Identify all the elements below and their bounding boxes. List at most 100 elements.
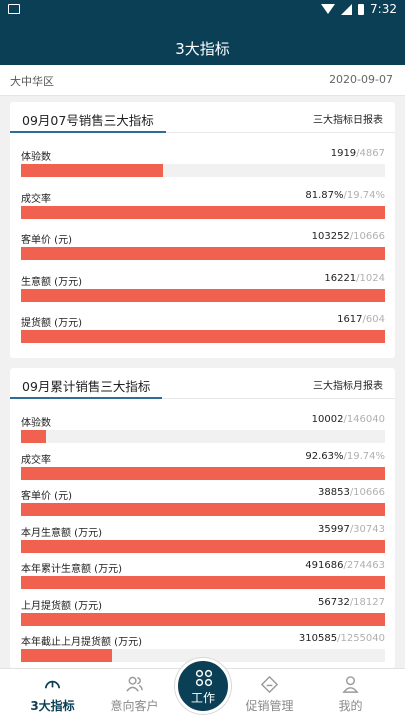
progress-track	[21, 503, 385, 516]
card-header: 09月07号销售三大指标 三大指标日报表	[10, 102, 395, 133]
metric-label: 体验数	[21, 418, 51, 429]
metric-value: 10002	[311, 414, 344, 425]
progress-fill	[21, 330, 385, 343]
speedometer-icon	[44, 680, 61, 689]
metric-values: 35997/30743	[318, 524, 385, 535]
progress-fill	[21, 466, 385, 480]
metric-target: /274463	[343, 560, 385, 571]
metric-target: /18127	[349, 596, 385, 608]
metric-target: /19.74%	[343, 189, 386, 201]
metric-values: 16221/1024	[324, 273, 385, 284]
progress-fill	[21, 164, 163, 177]
progress-track	[21, 576, 385, 589]
monthly-indicators-card: 09月累计销售三大指标 三大指标月报表 体验数 10002/146040 成交率 92…	[10, 368, 395, 668]
metric-value: 56732	[318, 596, 350, 608]
wifi-icon	[321, 4, 336, 14]
metric-values: 1919/4867	[331, 148, 385, 159]
metric-value: 103252	[311, 231, 350, 242]
page-title: 3大指标	[175, 40, 230, 58]
metric-target: /1255040	[337, 633, 385, 644]
progress-track	[21, 288, 385, 302]
metric-label: 体验数	[21, 152, 51, 163]
metric-label: 提货额 (万元)	[21, 318, 82, 329]
metric-values: 310585/1255040	[299, 633, 385, 644]
progress-fill	[21, 612, 385, 626]
status-time: 7:32	[370, 2, 397, 16]
metric-values: 10002/146040	[312, 414, 385, 425]
metric-value: 35997	[318, 523, 350, 535]
metric-values: 38853/10666	[318, 487, 385, 498]
metric-values: 1617/604	[337, 314, 385, 325]
metric-value: 38853	[318, 487, 350, 498]
metric-target: /19.74%	[343, 450, 386, 462]
tab-promotion[interactable]: 促销管理	[229, 669, 310, 720]
region-selector[interactable]: 大中华区	[10, 75, 54, 88]
battery-icon	[358, 3, 365, 15]
progress-fill	[21, 539, 385, 553]
work-fab-button[interactable]: 工作	[175, 658, 231, 714]
filter-bar: 大中华区 2020-09-07	[0, 65, 405, 96]
metric-value: 81.87%	[305, 189, 344, 201]
progress-track	[21, 466, 385, 480]
card-title: 09月累计销售三大指标	[10, 368, 163, 399]
progress-fill	[21, 576, 385, 589]
progress-track	[21, 205, 385, 219]
metric-target: /1024	[356, 272, 385, 284]
daily-indicators-card: 09月07号销售三大指标 三大指标日报表 体验数 1919/4867 成交率 81.8…	[10, 102, 395, 358]
tab-label: 意向客户	[110, 699, 159, 713]
users-icon	[126, 676, 143, 692]
progress-fill	[21, 247, 385, 260]
card-title: 09月07号销售三大指标	[10, 102, 166, 133]
metric-values: 81.87%/19.74%	[305, 190, 385, 201]
progress-fill	[21, 205, 385, 219]
metric-label: 客单价 (元)	[21, 491, 72, 502]
tab-label: 促销管理	[245, 699, 294, 713]
app-bar: 3大指标	[0, 20, 405, 65]
tab-3-indicators[interactable]: 3大指标	[12, 669, 93, 720]
metric-target: /4867	[356, 148, 385, 159]
progress-track	[21, 330, 385, 343]
metric-values: 103252/10666	[312, 231, 385, 242]
progress-fill	[21, 503, 385, 516]
metric-target: /30743	[349, 523, 385, 535]
metric-value: 1617	[337, 314, 363, 325]
metric-value: 92.63%	[305, 450, 344, 462]
metric-value: 16221	[324, 272, 357, 284]
progress-track	[21, 612, 385, 626]
metric-label: 上月提货额 (万元)	[21, 600, 102, 612]
signal-icon	[341, 3, 353, 15]
grid-icon	[195, 669, 213, 687]
metric-value: 1919	[330, 148, 357, 159]
tab-profile[interactable]: 我的	[310, 669, 391, 720]
progress-track	[21, 164, 385, 177]
metric-value: 310585	[298, 633, 338, 644]
metric-label: 本月生意额 (万元)	[21, 527, 102, 539]
progress-track	[21, 430, 385, 443]
progress-fill	[21, 649, 112, 662]
tab-label: 3大指标	[30, 699, 75, 713]
progress-track	[21, 649, 385, 662]
progress-track	[21, 247, 385, 260]
metric-target: /10666	[349, 231, 385, 242]
tab-label: 我的	[338, 699, 363, 713]
metric-values: 92.63%/19.74%	[305, 451, 385, 462]
progress-fill	[21, 288, 385, 302]
metric-label: 本年累计生意额 (万元)	[21, 564, 122, 575]
progress-fill	[21, 430, 47, 443]
date-selector[interactable]: 2020-09-07	[329, 73, 393, 86]
progress-track	[21, 539, 385, 553]
metric-values: 56732/18127	[318, 597, 385, 608]
metric-label: 成交率	[21, 454, 51, 466]
metric-label: 客单价 (元)	[21, 235, 72, 246]
metric-target: /146040	[343, 414, 385, 425]
metric-target: /604	[362, 314, 385, 325]
daily-report-link[interactable]: 三大指标日报表	[313, 115, 383, 126]
fab-label: 工作	[190, 691, 215, 705]
metric-value: 491686	[305, 560, 344, 571]
metric-label: 成交率	[21, 193, 51, 205]
tab-prospects[interactable]: 意向客户	[94, 669, 175, 720]
metric-label: 本年截止上月提货额 (万元)	[21, 637, 142, 648]
status-icons: 7:32	[321, 2, 397, 16]
monthly-report-link[interactable]: 三大指标月报表	[313, 381, 383, 392]
metric-values: 491686/274463	[305, 560, 385, 571]
